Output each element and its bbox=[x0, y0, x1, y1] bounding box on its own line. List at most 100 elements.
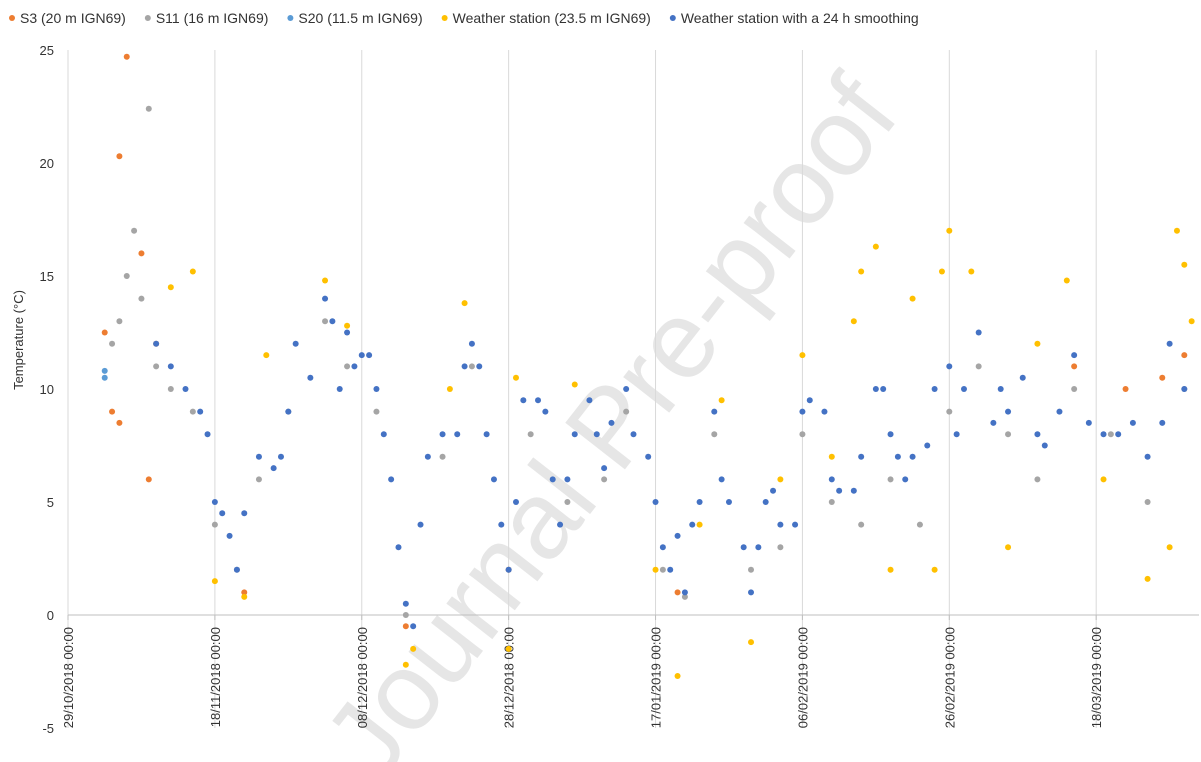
data-point bbox=[1166, 544, 1173, 551]
data-point bbox=[241, 593, 248, 600]
data-point bbox=[307, 374, 314, 381]
data-point bbox=[366, 352, 373, 359]
data-point bbox=[402, 623, 409, 630]
data-point bbox=[872, 243, 879, 250]
legend-marker bbox=[9, 15, 15, 21]
data-point bbox=[211, 499, 218, 505]
data-point bbox=[424, 453, 431, 460]
data-point bbox=[1166, 340, 1173, 347]
data-point bbox=[167, 284, 174, 291]
data-point bbox=[1181, 386, 1188, 392]
data-point bbox=[850, 318, 857, 325]
data-point bbox=[116, 318, 123, 325]
data-point bbox=[292, 340, 299, 347]
data-point bbox=[571, 431, 578, 438]
data-point bbox=[608, 419, 615, 426]
data-point bbox=[1056, 408, 1063, 415]
data-point bbox=[189, 408, 196, 415]
data-point bbox=[402, 600, 409, 607]
data-point bbox=[659, 544, 666, 551]
data-point bbox=[748, 566, 755, 573]
data-point bbox=[233, 566, 240, 573]
data-point bbox=[512, 499, 519, 505]
data-point bbox=[1181, 352, 1188, 359]
data-point bbox=[946, 408, 953, 415]
legend-marker bbox=[441, 15, 448, 21]
data-point bbox=[277, 453, 284, 460]
data-point bbox=[138, 250, 145, 257]
data-point bbox=[219, 510, 226, 517]
data-point bbox=[571, 381, 578, 388]
data-point bbox=[263, 352, 270, 359]
data-point bbox=[916, 521, 923, 528]
data-point bbox=[402, 661, 409, 668]
data-point bbox=[1041, 442, 1048, 449]
data-point bbox=[483, 431, 490, 438]
y-tick-label: 20 bbox=[40, 156, 54, 171]
data-point bbox=[322, 318, 329, 325]
watermark: Journal Pre-proof bbox=[300, 54, 920, 762]
data-point bbox=[909, 453, 916, 460]
data-point bbox=[755, 544, 762, 551]
data-point bbox=[542, 408, 549, 415]
y-tick-label: 25 bbox=[40, 43, 54, 58]
data-point bbox=[557, 521, 564, 528]
data-point bbox=[498, 521, 505, 528]
data-point bbox=[652, 499, 659, 505]
data-point bbox=[880, 386, 887, 392]
x-tick-label: 18/03/2019 00:00 bbox=[1089, 627, 1104, 728]
data-point bbox=[770, 487, 777, 494]
data-point bbox=[975, 363, 982, 370]
data-point bbox=[344, 322, 351, 329]
data-point bbox=[1129, 419, 1136, 426]
data-point bbox=[968, 268, 975, 275]
data-point bbox=[667, 566, 674, 573]
data-point bbox=[380, 431, 387, 438]
x-tick-label: 18/11/2018 00:00 bbox=[208, 627, 223, 727]
data-point bbox=[850, 487, 857, 494]
data-point bbox=[623, 386, 630, 392]
data-point bbox=[564, 476, 571, 483]
data-point bbox=[858, 453, 865, 460]
data-point bbox=[153, 363, 160, 370]
data-point bbox=[145, 476, 152, 483]
y-tick-label: 10 bbox=[40, 382, 54, 397]
data-point bbox=[674, 673, 681, 680]
data-point bbox=[490, 476, 497, 483]
legend-label: S3 (20 m IGN69) bbox=[20, 10, 126, 26]
data-point bbox=[1034, 476, 1041, 483]
data-point bbox=[101, 329, 108, 336]
data-point bbox=[593, 431, 600, 438]
data-point bbox=[1159, 419, 1166, 426]
data-point bbox=[997, 386, 1004, 392]
data-point bbox=[439, 453, 446, 460]
data-point bbox=[505, 645, 512, 652]
data-point bbox=[116, 419, 123, 426]
data-point bbox=[461, 300, 468, 307]
y-tick-label: 15 bbox=[40, 269, 54, 284]
data-point bbox=[1005, 544, 1012, 551]
data-point bbox=[975, 329, 982, 336]
data-point bbox=[630, 431, 637, 438]
data-point bbox=[388, 476, 395, 483]
data-point bbox=[652, 566, 659, 573]
data-point bbox=[586, 397, 593, 404]
data-point bbox=[182, 386, 189, 392]
data-point bbox=[197, 408, 204, 415]
data-point bbox=[924, 442, 931, 449]
data-point bbox=[189, 268, 196, 275]
data-point bbox=[674, 532, 681, 539]
data-point bbox=[138, 295, 145, 302]
data-point bbox=[946, 227, 953, 234]
data-point bbox=[410, 645, 417, 652]
data-point bbox=[358, 352, 365, 359]
data-point bbox=[468, 363, 475, 370]
data-point bbox=[601, 465, 608, 472]
data-point bbox=[960, 386, 967, 392]
y-tick-label: 5 bbox=[47, 495, 54, 510]
legend-label: S20 (11.5 m IGN69) bbox=[298, 10, 422, 26]
x-tick-label: 06/02/2019 00:00 bbox=[795, 627, 810, 728]
data-point bbox=[601, 476, 608, 483]
data-point bbox=[1159, 374, 1166, 381]
data-point bbox=[145, 105, 152, 112]
